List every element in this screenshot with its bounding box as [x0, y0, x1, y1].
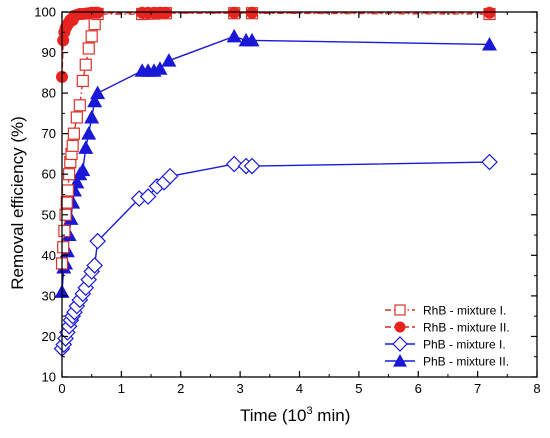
axes-layer: 0 1 2 3 4 5 6 7 8 10 20 30 40 50 60 70 80 90 100	[34, 5, 540, 397]
legend-marker	[393, 354, 407, 367]
y-tick-label: 40	[42, 248, 56, 263]
data-point	[246, 6, 258, 19]
y-tick-label: 60	[42, 167, 56, 182]
data-point	[90, 85, 106, 100]
legend-marker	[394, 304, 406, 316]
data-point	[81, 126, 97, 140]
y-tick-label: 50	[42, 207, 56, 222]
series-layer	[53, 6, 498, 357]
data-point	[79, 58, 92, 71]
data-point	[82, 42, 95, 55]
y-tick-label: 100	[34, 5, 56, 20]
x-axis-title-superscript: 3	[306, 405, 312, 417]
data-point	[67, 127, 80, 140]
x-axis-title: Time (103 min)	[240, 405, 350, 425]
series-0	[55, 7, 496, 270]
x-tick-label: 8	[533, 381, 540, 396]
series-line	[61, 35, 490, 292]
data-point	[87, 93, 103, 108]
data-point	[57, 241, 70, 254]
data-point	[226, 28, 242, 43]
data-point	[60, 196, 73, 209]
data-point	[85, 30, 98, 43]
data-point	[75, 162, 91, 177]
series-line	[61, 12, 490, 264]
y-tick-label: 90	[42, 45, 56, 60]
legend-label: PhB - mixture I.	[423, 338, 506, 352]
data-point	[78, 140, 94, 154]
legend-label: RhB - mixture II.	[423, 321, 510, 335]
data-point	[159, 6, 172, 19]
data-point	[483, 6, 496, 19]
data-point	[482, 36, 497, 51]
legend: RhB - mixture I. RhB - mixture II. PhB - m…	[385, 304, 510, 369]
data-point	[58, 224, 71, 238]
data-point	[88, 18, 101, 31]
y-tick-label: 20	[42, 329, 56, 344]
legend-marker	[392, 336, 408, 352]
x-axis-title-main: Time (10	[240, 406, 306, 425]
data-point	[70, 111, 83, 124]
data-point	[481, 153, 498, 171]
x-tick-label: 6	[415, 381, 422, 396]
y-tick-label: 10	[42, 370, 56, 385]
data-point	[139, 188, 157, 205]
y-tick-label: 30	[42, 288, 56, 303]
data-point	[86, 257, 104, 274]
x-axis-title-tail: min)	[313, 406, 351, 425]
data-point	[225, 155, 243, 173]
series-2	[53, 153, 498, 357]
series-3	[54, 28, 497, 298]
series-line	[61, 12, 490, 77]
y-tick-label: 80	[42, 86, 56, 101]
data-point	[73, 99, 86, 112]
data-point	[66, 139, 79, 152]
data-point	[89, 232, 106, 250]
data-point	[91, 6, 104, 19]
data-point	[244, 32, 260, 47]
y-axis-title: Removal efficiency (%)	[8, 116, 27, 290]
data-point	[243, 157, 261, 175]
legend-label: RhB - mixture I.	[423, 304, 506, 318]
x-tick-label: 5	[355, 381, 362, 396]
x-tick-label: 3	[237, 381, 244, 396]
x-tick-label: 7	[474, 381, 481, 396]
legend-label: PhB - mixture II.	[423, 355, 509, 369]
data-point	[161, 53, 177, 67]
data-point	[84, 109, 100, 124]
data-point	[161, 167, 179, 185]
data-point	[152, 61, 168, 75]
x-tick-label: 4	[296, 381, 303, 396]
series-1	[56, 6, 496, 83]
legend-marker	[394, 321, 406, 333]
y-tick-label: 70	[42, 126, 56, 141]
data-point	[76, 74, 89, 88]
data-point	[228, 6, 241, 19]
x-tick-label: 2	[177, 381, 184, 396]
x-tick-label: 0	[58, 381, 65, 396]
x-tick-label: 1	[118, 381, 125, 396]
